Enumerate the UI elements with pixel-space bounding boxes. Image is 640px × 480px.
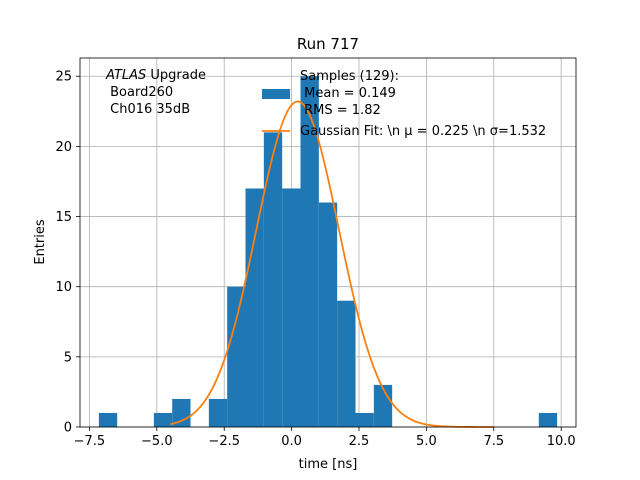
histogram-bar — [263, 132, 283, 428]
histogram-bar — [355, 412, 374, 427]
y-tick-label: 0 — [64, 421, 72, 436]
histogram-bar — [245, 188, 264, 427]
chart-title: Run 717 — [297, 35, 359, 53]
y-axis-label: Entries — [33, 219, 48, 265]
y-tick-label: 5 — [64, 350, 72, 365]
histogram-bar — [282, 188, 301, 427]
x-tick-label: 5.0 — [416, 434, 437, 449]
legend-hist-line-2: Mean = 0.149 — [300, 86, 396, 101]
x-tick-label: 0.0 — [281, 434, 302, 449]
x-tick-label: −2.5 — [208, 434, 240, 449]
x-tick-label: 7.5 — [483, 434, 504, 449]
plot-frame — [79, 57, 577, 428]
y-axis-ticks: 0 5 10 15 20 25 — [55, 70, 80, 436]
legend-hist-line-3: RMS = 1.82 — [300, 103, 381, 118]
histogram-bar — [172, 398, 191, 427]
histogram-bars — [98, 76, 558, 428]
y-tick-label: 20 — [55, 140, 72, 155]
x-axis-ticks: −7.5 −5.0 −2.5 0.0 2.5 5.0 7.5 10.0 — [74, 427, 576, 449]
grid — [80, 58, 576, 428]
legend: Samples (129): Mean = 0.149 RMS = 1.82 G… — [262, 69, 546, 139]
histogram-bar — [208, 398, 228, 427]
annotation-upgrade: Upgrade — [146, 68, 206, 83]
histogram-bar — [153, 412, 173, 427]
histogram-bar — [373, 384, 393, 427]
y-tick-label: 15 — [55, 210, 72, 225]
annotation-line-2: Board260 — [106, 85, 173, 100]
legend-fit-label: Gaussian Fit: \n μ = 0.225 \n σ=1.532 — [300, 124, 546, 139]
x-tick-label: −7.5 — [74, 434, 106, 449]
annotation-line-3: Ch016 35dB — [106, 102, 190, 117]
x-axis-label: time [ns] — [299, 457, 358, 472]
atlas-annotation: ATLAS Upgrade Board260 Ch016 35dB — [105, 68, 206, 117]
histogram-bar — [337, 300, 356, 427]
y-tick-label: 25 — [55, 70, 72, 85]
histogram-bar — [318, 202, 338, 427]
y-tick-label: 10 — [55, 280, 72, 295]
histogram-bar — [227, 286, 246, 427]
annotation-line-1: ATLAS Upgrade — [105, 68, 206, 83]
histogram-bar — [300, 76, 319, 428]
x-tick-label: −5.0 — [141, 434, 173, 449]
gaussian-fit-curve — [170, 100, 494, 428]
legend-hist-line-1: Samples (129): — [300, 69, 399, 84]
legend-hist-swatch — [262, 89, 290, 99]
x-tick-label: 10.0 — [547, 434, 576, 449]
x-tick-label: 2.5 — [349, 434, 370, 449]
histogram-bar — [98, 412, 118, 427]
histogram-bar — [538, 412, 558, 427]
annotation-atlas: ATLAS — [105, 68, 146, 83]
